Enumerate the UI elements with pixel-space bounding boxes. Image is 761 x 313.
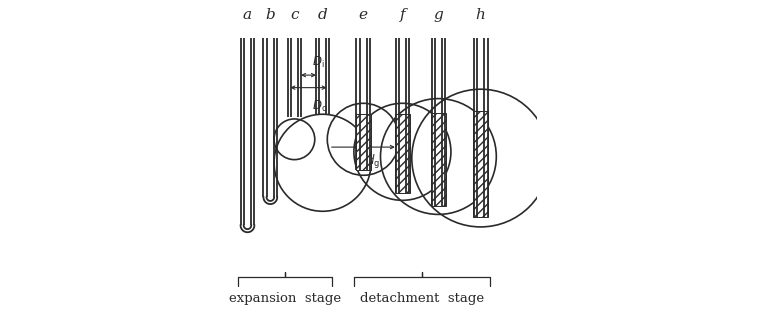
Text: d: d bbox=[318, 8, 327, 22]
Text: expansion  stage: expansion stage bbox=[229, 292, 341, 305]
Bar bbox=[431, 113, 446, 206]
Text: e: e bbox=[358, 8, 368, 22]
Text: detachment  stage: detachment stage bbox=[360, 292, 484, 305]
Bar bbox=[473, 111, 489, 217]
Text: $D_\mathrm{o}$: $D_\mathrm{o}$ bbox=[312, 99, 327, 114]
Bar bbox=[355, 114, 371, 170]
Text: c: c bbox=[290, 8, 298, 22]
Text: g: g bbox=[434, 8, 443, 22]
Bar bbox=[395, 114, 410, 193]
Text: $D_\mathrm{i}$: $D_\mathrm{i}$ bbox=[312, 55, 324, 70]
Text: a: a bbox=[243, 8, 252, 22]
Text: h: h bbox=[476, 8, 486, 22]
Text: b: b bbox=[266, 8, 275, 22]
Text: $d_\mathrm{g}$: $d_\mathrm{g}$ bbox=[366, 153, 380, 172]
Text: f: f bbox=[400, 8, 405, 22]
